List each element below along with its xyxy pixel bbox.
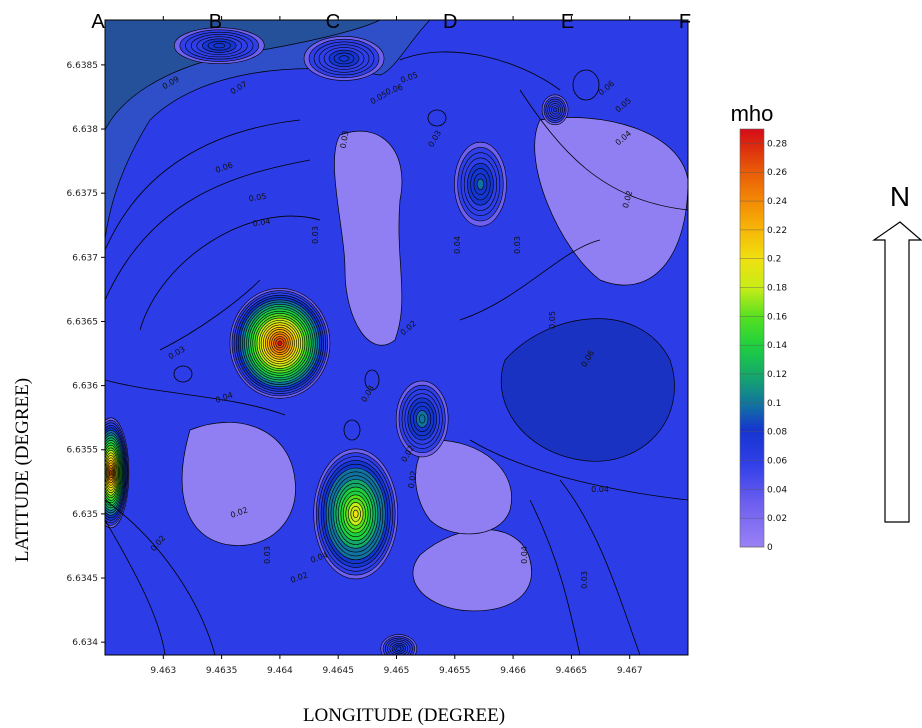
colorbar-tick-label: 0.08 [767,428,787,438]
colorbar-tick-label: 0.12 [767,370,787,380]
colorbar-tick-label: 0.22 [767,226,787,236]
y-tick-label: 6.6385 [67,61,99,71]
x-tick-label: 9.463 [150,666,176,676]
colorbar-tick-label: 0.24 [767,197,787,207]
low-conductivity-region [415,439,512,535]
low-conductivity-region [181,422,296,546]
anomaly-contour-ring [352,509,359,518]
y-axis-title: LATITUDE (DEGREE) [12,378,33,562]
anomaly-contour-ring [338,55,350,62]
profile-column-label: D [443,11,457,33]
colorbar-tick-label: 0.04 [767,485,787,495]
contour-value-label: 0.04 [520,546,529,564]
contour-line [469,439,688,501]
y-tick-label: 6.6375 [67,189,99,199]
colorbar-tick-label: 0.2 [767,255,781,265]
contour-line [559,479,641,655]
x-axis-title: LONGITUDE (DEGREE) [303,705,505,726]
colorbar-tick-label: 0 [767,543,773,553]
contour-line [459,239,601,321]
anomaly-contour-ring [277,340,283,346]
contour-line [399,51,561,91]
north-arrow: N [872,181,922,523]
contour-line [139,215,321,331]
axes: 9.463 9.4635 9.464 9.4645 9.465 9.4655 9.466 9.… [67,11,692,676]
contour-value-label: 0.05 [548,311,557,329]
colorbar-tick-label: 0.26 [767,168,787,178]
y-tick-label: 6.635 [72,510,98,520]
profile-column-label: F [679,11,691,33]
anomaly-contour-ring [213,43,226,49]
colorbar-tick-label: 0.16 [767,312,787,322]
contour-value-label: 0.03 [311,226,320,244]
contour-value-label: 0.03 [513,236,522,254]
contour-value-label: 0.04 [252,217,271,229]
colorbar-ticks: 0 0.02 0.04 0.06 0.08 0.1 0.12 0.14 0.16 0.18 0.2 0… [740,139,787,553]
x-tick-label: 9.4655 [439,666,471,676]
east-depression [500,318,675,462]
colorbar-tick-label: 0.14 [767,341,787,351]
contour-value-label: 0.02 [621,190,634,210]
contour-value-label: 0.03 [339,130,351,149]
contour-line [105,519,166,655]
contour-value-label: 0.04 [591,485,609,494]
anomaly-contour-ring [418,414,426,424]
profile-column-label: E [561,11,574,33]
contour-line [105,119,301,251]
x-tick-label: 9.4645 [322,666,354,676]
colorbar: mho 0 0.02 0.04 0.06 0.08 0.1 0.12 0.14 0.16 0.18… [731,101,788,553]
contour-line [159,279,261,351]
profile-column-label: C [326,11,340,33]
colorbar-tick-label: 0.02 [767,514,787,524]
colorbar-tick-label: 0.06 [767,457,787,467]
contour-value-label: 0.03 [263,546,272,564]
colorbar-tick-label: 0.1 [767,399,781,409]
x-tick-label: 9.4665 [556,666,588,676]
contour-line [105,159,311,301]
colorbar-unit-label: mho [731,101,774,126]
contour-line [105,499,216,655]
north-arrow-icon [872,221,922,523]
x-tick-label: 9.464 [267,666,293,676]
x-tick-label: 9.465 [384,666,410,676]
colorbar-tick-label: 0.18 [767,284,787,294]
contour-line [519,89,688,211]
plot-area: 0.09 0.070.060.050.040.030.020.03 0.030.04… [104,19,689,656]
y-tick-label: 6.634 [72,638,98,648]
y-tick-label: 6.6345 [67,574,99,584]
contour-line [529,499,581,655]
anomaly-contour-ring [476,178,485,190]
north-west-band [105,20,431,241]
profile-column-label: B [209,11,222,33]
closed-contour-line [343,419,361,441]
anomaly-contour-ring [552,107,558,113]
y-tick-label: 6.6365 [67,317,99,327]
colorbar-tick-label: 0.28 [767,139,787,149]
x-tick-label: 9.4635 [206,666,238,676]
closed-contour-line [427,109,447,127]
contour-value-label: 0.03 [580,571,589,589]
contour-value-label: 0.04 [453,236,462,254]
low-conductivity-region [334,130,403,346]
anomaly-contour-ring [109,470,112,476]
contour-line [105,379,286,416]
y-tick-label: 6.636 [72,382,98,392]
x-tick-label: 9.466 [500,666,526,676]
contour-value-label: 0.05 [248,192,267,204]
y-tick-label: 6.637 [72,253,98,263]
profile-column-label: A [91,11,105,33]
closed-contour-line [364,369,380,391]
contour-value-label: 0.02 [407,470,419,489]
closed-contour-line [173,365,193,383]
y-tick-label: 6.6355 [67,446,99,456]
contour-layer [105,20,688,655]
north-label: N [890,181,910,212]
low-conductivity-region [534,117,688,286]
x-tick-label: 9.467 [617,666,643,676]
anomaly-contour-ring [396,646,402,651]
y-tick-label: 6.638 [72,125,98,135]
colorbar-ramp [739,128,765,548]
closed-contour-line [572,69,600,101]
